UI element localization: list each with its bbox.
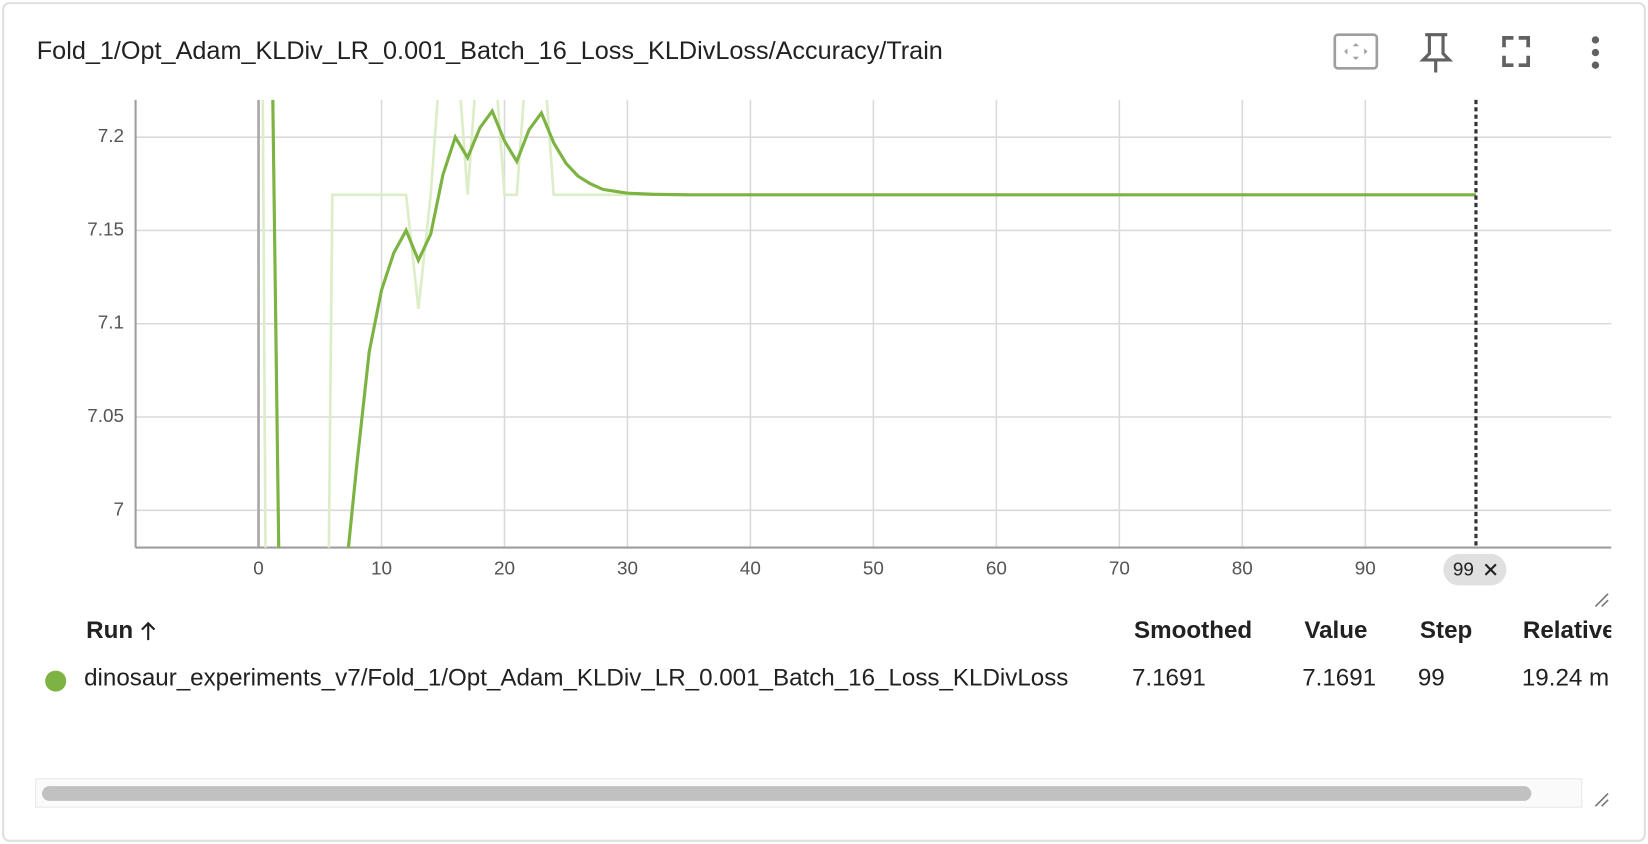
fit-domain-button[interactable] <box>1333 33 1379 70</box>
y-tick-label: 7.05 <box>87 406 124 427</box>
resize-handle[interactable] <box>1594 792 1609 807</box>
run-color[interactable] <box>45 670 67 692</box>
y-tick-label: 7.2 <box>98 126 124 147</box>
cell: 7.1691 <box>1132 664 1206 691</box>
x-tick-label: 10 <box>371 559 392 580</box>
run-name: dinosaur_experiments_v7/Fold_1/Opt_Adam_… <box>84 664 1068 691</box>
fullscreen-button[interactable] <box>1502 36 1531 68</box>
x-tick-label: 0 <box>253 559 264 580</box>
step-chip <box>1443 553 1507 586</box>
more-menu-button[interactable] <box>1591 36 1600 69</box>
x-tick-label: 30 <box>617 559 638 580</box>
cell: 19.24 m <box>1522 664 1609 691</box>
y-tick-label: 7.1 <box>98 313 124 334</box>
step-chip-close[interactable] <box>1484 563 1497 576</box>
series-line <box>271 99 1476 548</box>
column-header: Step <box>1420 617 1472 644</box>
x-tick-label: 60 <box>986 559 1007 580</box>
x-tick-label: 80 <box>1232 559 1253 580</box>
x-tick-label: 20 <box>494 559 515 580</box>
x-tick-label: 70 <box>1109 559 1130 580</box>
scrollbar-thumb[interactable] <box>42 786 1532 801</box>
plot: 7 7.05 7.1 7.15 7.2 0 10 20 30 40 50 60 70 80 90 99 <box>87 99 1612 586</box>
column-header: Relative <box>1523 617 1616 644</box>
x-tick-label: 40 <box>740 559 761 580</box>
cell: 99 <box>1418 664 1445 691</box>
column-header: Smoothed <box>1134 617 1252 644</box>
y-tick-label: 7.15 <box>87 219 124 240</box>
runs-table: Run Smoothed Value Step Relative dinosau… <box>45 617 1616 692</box>
y-tick-label: 7 <box>114 499 125 520</box>
x-tick-label: 50 <box>863 559 884 580</box>
x-tick-label: 90 <box>1355 559 1376 580</box>
step-chip-label: 99 <box>1453 560 1474 581</box>
cell: 7.1691 <box>1302 664 1376 691</box>
column-header: Run <box>86 617 133 644</box>
card-title: Fold_1/Opt_Adam_KLDiv_LR_0.001_Batch_16_… <box>37 37 943 65</box>
pin-button[interactable] <box>1419 33 1454 73</box>
sort-arrow <box>141 621 156 641</box>
column-header: Value <box>1304 617 1367 644</box>
resize-handle[interactable] <box>1594 593 1609 608</box>
